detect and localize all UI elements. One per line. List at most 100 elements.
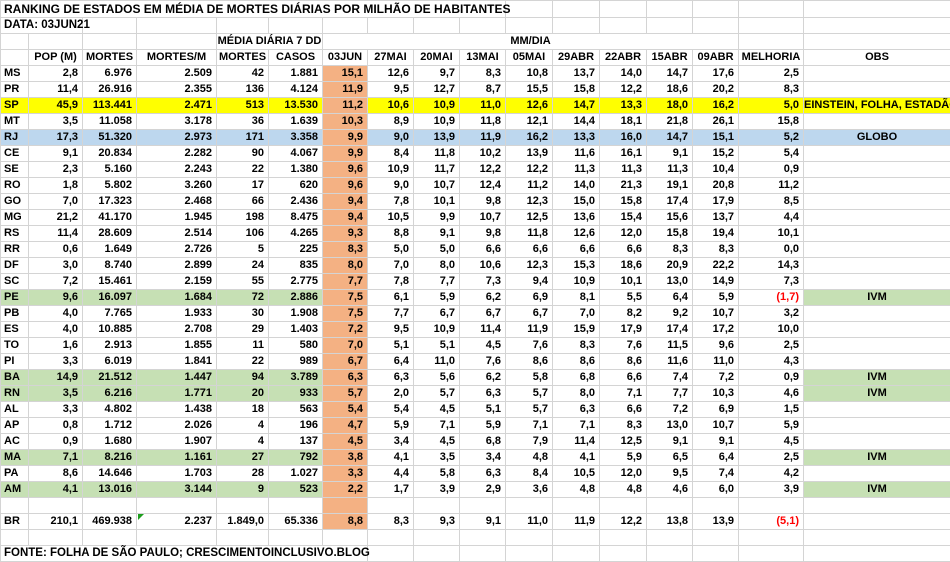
data-cell[interactable]: 5,7: [506, 386, 553, 402]
data-cell[interactable]: 30: [217, 306, 269, 322]
data-cell[interactable]: 11,8: [414, 146, 460, 162]
data-cell[interactable]: [804, 274, 950, 290]
data-cell[interactable]: [647, 498, 693, 514]
data-cell[interactable]: 13,6: [553, 210, 600, 226]
column-header-state[interactable]: [1, 50, 29, 66]
data-cell[interactable]: 9,1: [29, 146, 83, 162]
data-cell[interactable]: 18,0: [647, 98, 693, 114]
data-cell[interactable]: [804, 146, 950, 162]
state-cell[interactable]: RN: [1, 386, 29, 402]
data-cell[interactable]: [29, 530, 83, 546]
data-cell[interactable]: 3,6: [506, 482, 553, 498]
data-cell[interactable]: 2,0: [368, 386, 414, 402]
data-cell[interactable]: 1.680: [83, 434, 137, 450]
data-cell[interactable]: [804, 258, 950, 274]
data-cell[interactable]: 15,1: [323, 66, 368, 82]
data-cell[interactable]: [804, 178, 950, 194]
data-cell[interactable]: 22: [217, 162, 269, 178]
data-cell[interactable]: 12,0: [600, 466, 647, 482]
data-cell[interactable]: GLOBO: [804, 130, 950, 146]
empty-cell[interactable]: [368, 546, 414, 562]
data-cell[interactable]: 8,0: [323, 258, 368, 274]
data-cell[interactable]: 1.841: [137, 354, 217, 370]
state-cell[interactable]: BR: [1, 514, 29, 530]
data-cell[interactable]: 3,3: [323, 466, 368, 482]
group-header-media-diaria-7dd[interactable]: MÉDIA DIÁRIA 7 DD: [217, 34, 323, 50]
data-cell[interactable]: [804, 82, 950, 98]
data-cell[interactable]: 18,1: [600, 114, 647, 130]
data-cell[interactable]: 26.916: [83, 82, 137, 98]
data-cell[interactable]: 72: [217, 290, 269, 306]
data-cell[interactable]: 24: [217, 258, 269, 274]
data-cell[interactable]: 3,9: [414, 482, 460, 498]
data-cell[interactable]: 22: [217, 354, 269, 370]
data-cell[interactable]: 6,3: [368, 370, 414, 386]
data-cell[interactable]: 8,3: [647, 242, 693, 258]
data-cell[interactable]: 9,1: [693, 434, 739, 450]
data-cell[interactable]: 8,4: [368, 146, 414, 162]
data-cell[interactable]: 1.771: [137, 386, 217, 402]
data-cell[interactable]: 10,2: [460, 146, 506, 162]
data-cell[interactable]: 5,4: [739, 146, 804, 162]
data-cell[interactable]: 2.913: [83, 338, 137, 354]
data-cell[interactable]: 6,1: [368, 290, 414, 306]
data-cell[interactable]: 21,8: [647, 114, 693, 130]
data-cell[interactable]: 3.144: [137, 482, 217, 498]
data-cell[interactable]: 8,6: [553, 354, 600, 370]
empty-cell[interactable]: [269, 18, 323, 34]
data-cell[interactable]: 12,5: [506, 210, 553, 226]
data-cell[interactable]: 5,7: [506, 402, 553, 418]
state-cell[interactable]: RO: [1, 178, 29, 194]
data-cell[interactable]: 17,4: [647, 322, 693, 338]
data-cell[interactable]: 8,3: [739, 82, 804, 98]
data-cell[interactable]: 9: [217, 482, 269, 498]
data-cell[interactable]: [460, 498, 506, 514]
data-cell[interactable]: 17,9: [693, 194, 739, 210]
data-cell[interactable]: 2.237: [137, 514, 217, 530]
data-cell[interactable]: 14,7: [553, 98, 600, 114]
data-cell[interactable]: [414, 530, 460, 546]
data-cell[interactable]: 11,9: [553, 514, 600, 530]
data-cell[interactable]: 5,6: [414, 370, 460, 386]
data-cell[interactable]: 3,0: [29, 258, 83, 274]
data-cell[interactable]: 6,6: [600, 370, 647, 386]
data-cell[interactable]: 8,8: [368, 226, 414, 242]
data-cell[interactable]: 5,9: [414, 290, 460, 306]
empty-cell[interactable]: [29, 34, 83, 50]
data-cell[interactable]: 4,8: [600, 482, 647, 498]
data-cell[interactable]: 8,3: [460, 66, 506, 82]
data-cell[interactable]: 1.933: [137, 306, 217, 322]
data-cell[interactable]: 6,5: [647, 450, 693, 466]
data-cell[interactable]: [368, 530, 414, 546]
data-cell[interactable]: 8,7: [460, 82, 506, 98]
data-cell[interactable]: 2.973: [137, 130, 217, 146]
data-cell[interactable]: 15,4: [600, 210, 647, 226]
data-cell[interactable]: 20.834: [83, 146, 137, 162]
empty-cell[interactable]: [804, 1, 950, 18]
data-cell[interactable]: 8,5: [739, 194, 804, 210]
data-cell[interactable]: 10,3: [693, 386, 739, 402]
data-cell[interactable]: 9,3: [323, 226, 368, 242]
data-cell[interactable]: [804, 530, 950, 546]
data-cell[interactable]: 9,4: [323, 210, 368, 226]
data-cell[interactable]: [269, 498, 323, 514]
report-date[interactable]: DATA: 03JUN21: [1, 18, 83, 34]
data-cell[interactable]: 12,0: [600, 226, 647, 242]
data-cell[interactable]: 6,3: [460, 466, 506, 482]
data-cell[interactable]: [804, 226, 950, 242]
data-cell[interactable]: 9,7: [414, 66, 460, 82]
empty-cell[interactable]: [137, 18, 217, 34]
column-header-melhoria[interactable]: MELHORIA: [739, 50, 804, 66]
data-cell[interactable]: 17.323: [83, 194, 137, 210]
data-cell[interactable]: 7,5: [323, 306, 368, 322]
empty-cell[interactable]: [460, 18, 506, 34]
data-cell[interactable]: 11,2: [506, 178, 553, 194]
data-cell[interactable]: 9,1: [460, 514, 506, 530]
data-cell[interactable]: 0,0: [739, 242, 804, 258]
empty-cell[interactable]: [600, 1, 647, 18]
data-cell[interactable]: [804, 322, 950, 338]
data-cell[interactable]: 55: [217, 274, 269, 290]
data-cell[interactable]: (5,1): [739, 514, 804, 530]
data-cell[interactable]: [323, 530, 368, 546]
data-cell[interactable]: 4.802: [83, 402, 137, 418]
